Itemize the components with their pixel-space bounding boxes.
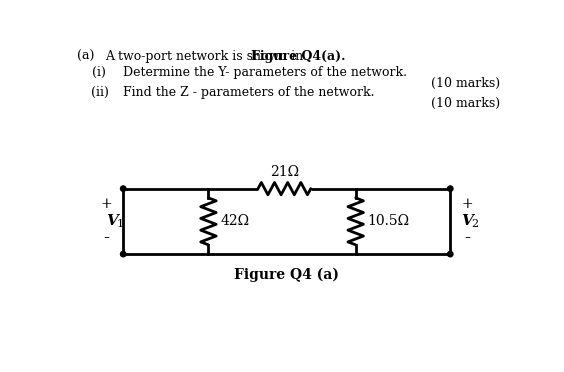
Text: (i): (i) (92, 66, 106, 79)
Text: (10 marks): (10 marks) (431, 77, 500, 90)
Text: 21Ω: 21Ω (270, 165, 299, 179)
Circle shape (121, 186, 126, 191)
Text: 10.5Ω: 10.5Ω (367, 214, 409, 228)
Text: (ii): (ii) (91, 86, 108, 99)
Text: V: V (106, 214, 118, 228)
Text: (a): (a) (77, 50, 94, 63)
Text: Find the Z - parameters of the network.: Find the Z - parameters of the network. (123, 86, 374, 99)
Text: 2: 2 (471, 219, 478, 230)
Text: A two-port network is shown in: A two-port network is shown in (104, 50, 307, 63)
Circle shape (448, 186, 453, 191)
Circle shape (448, 251, 453, 257)
Text: 42Ω: 42Ω (220, 214, 249, 228)
Text: 1: 1 (116, 219, 124, 230)
Text: V: V (461, 214, 473, 228)
Text: +: + (100, 198, 112, 211)
Text: (10 marks): (10 marks) (431, 97, 500, 110)
Text: -: - (103, 229, 109, 247)
Text: +: + (461, 198, 473, 211)
Text: -: - (464, 229, 470, 247)
Circle shape (121, 251, 126, 257)
Text: Figure Q4 (a): Figure Q4 (a) (234, 268, 339, 282)
Text: Figure Q4(a).: Figure Q4(a). (251, 50, 346, 63)
Text: Determine the Y- parameters of the network.: Determine the Y- parameters of the netwo… (123, 66, 407, 79)
